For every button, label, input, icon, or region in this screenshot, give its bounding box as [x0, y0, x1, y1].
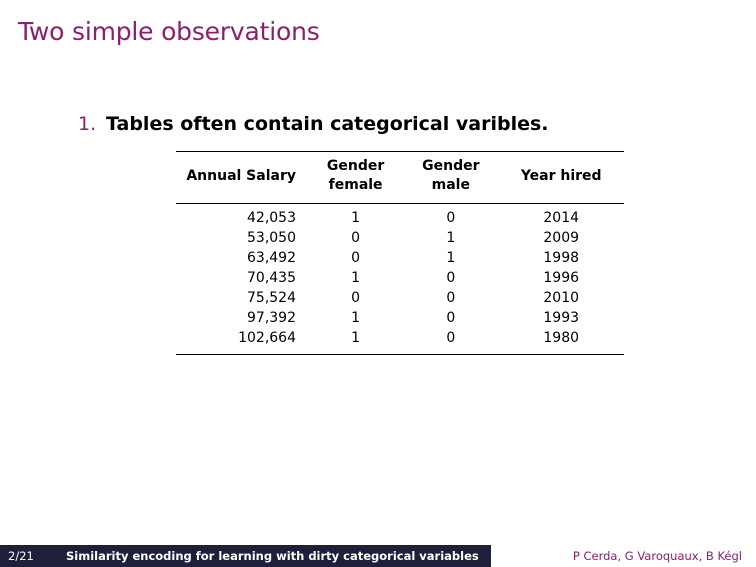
table-cell: 2009 — [543, 230, 580, 246]
table-cell: 63,492 — [247, 250, 296, 266]
header-line: male — [431, 177, 470, 193]
header-line: Gender — [422, 158, 480, 174]
list-item: 1. Tables often contain categorical vari… — [78, 113, 549, 135]
list-item-number: 1. — [78, 113, 97, 135]
footer-authors: P Cerda, G Varoquaux, B Kégl — [572, 549, 742, 563]
table-cell: 102,664 — [238, 330, 296, 346]
table-cell: 0 — [446, 310, 456, 326]
table-cell: 1 — [351, 330, 361, 346]
table-cell: 1 — [446, 250, 456, 266]
data-table: Annual Salary Gender female Gender male … — [176, 151, 624, 355]
table-cell: 1980 — [543, 330, 580, 346]
table-header-row: Annual Salary Gender female Gender male … — [176, 151, 624, 204]
table-row: 70,435 1 0 1996 — [176, 268, 624, 288]
header-annual-salary: Annual Salary — [186, 167, 296, 184]
footer-title: Similarity encoding for learning with di… — [56, 545, 491, 567]
table-cell: 0 — [351, 290, 361, 306]
table-row: 102,664 1 0 1980 — [176, 328, 624, 355]
table-cell: 2014 — [543, 210, 580, 226]
table-row: 42,053 1 0 2014 — [176, 204, 624, 229]
table-row: 53,050 0 1 2009 — [176, 228, 624, 248]
table-cell: 1998 — [543, 250, 580, 266]
header-gender-female: Gender female — [308, 152, 403, 204]
table-cell: 1 — [351, 310, 361, 326]
table-cell: 75,524 — [247, 290, 296, 306]
slide-title: Two simple observations — [18, 17, 320, 46]
table-row: 75,524 0 0 2010 — [176, 288, 624, 308]
header-year-hired: Year hired — [520, 167, 602, 184]
list-item-text: Tables often contain categorical varible… — [106, 113, 549, 135]
table-row: 97,392 1 0 1993 — [176, 308, 624, 328]
page-number: 2/21 — [0, 545, 56, 567]
table-cell: 42,053 — [247, 210, 296, 226]
table-cell: 53,050 — [247, 230, 296, 246]
table-cell: 1 — [351, 270, 361, 286]
table-cell: 70,435 — [247, 270, 296, 286]
table-row: 63,492 0 1 1998 — [176, 248, 624, 268]
table-cell: 0 — [351, 250, 361, 266]
table-cell: 0 — [351, 230, 361, 246]
table-cell: 0 — [446, 270, 456, 286]
table-cell: 1 — [351, 210, 361, 226]
header-gender-male: Gender male — [403, 152, 498, 204]
footer-bar: 2/21 Similarity encoding for learning wi… — [0, 545, 756, 567]
table-cell: 0 — [446, 210, 456, 226]
table-cell: 1996 — [543, 270, 580, 286]
header-line: female — [328, 177, 383, 193]
table-cell: 0 — [446, 330, 456, 346]
table-cell: 1993 — [543, 310, 580, 326]
table-cell: 2010 — [543, 290, 580, 306]
table-cell: 97,392 — [247, 310, 296, 326]
table-cell: 0 — [446, 290, 456, 306]
table-cell: 1 — [446, 230, 456, 246]
header-line: Gender — [326, 158, 385, 174]
